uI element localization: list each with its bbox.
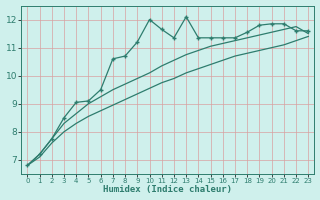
X-axis label: Humidex (Indice chaleur): Humidex (Indice chaleur) xyxy=(103,185,232,194)
